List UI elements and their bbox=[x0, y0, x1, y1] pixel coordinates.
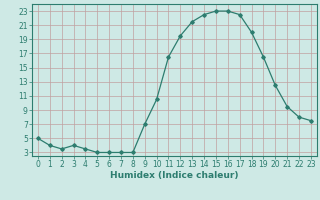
X-axis label: Humidex (Indice chaleur): Humidex (Indice chaleur) bbox=[110, 171, 239, 180]
